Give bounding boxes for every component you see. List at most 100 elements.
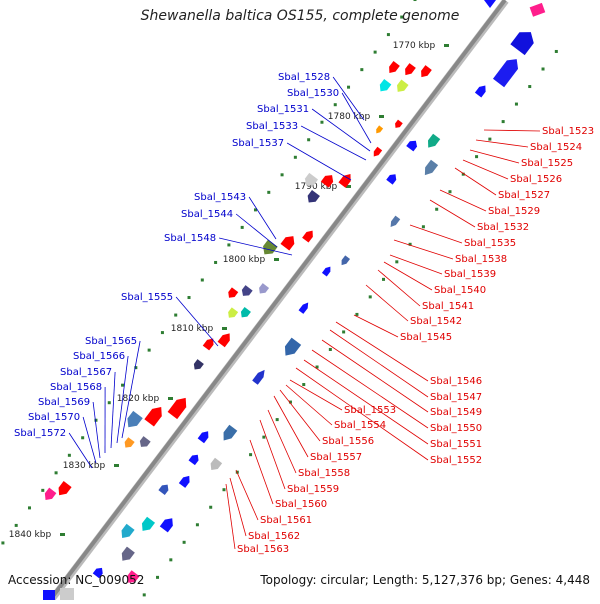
forward-gene-label: Sbal_1568 bbox=[50, 382, 102, 393]
reverse-gene-label: Sbal_1542 bbox=[410, 316, 462, 327]
forward-gene-leader bbox=[111, 372, 115, 448]
reverse-gene bbox=[302, 228, 316, 242]
forward-gene-shape bbox=[493, 55, 522, 87]
reverse-gene-label: Sbal_1538 bbox=[455, 254, 507, 265]
tick-label: 1800 kbp bbox=[223, 255, 266, 265]
tick-dot-reverse bbox=[41, 489, 44, 492]
reverse-gene-leader bbox=[336, 322, 428, 381]
forward-gene-shape bbox=[425, 134, 441, 151]
reverse-gene-shape bbox=[394, 80, 408, 95]
forward-gene bbox=[510, 27, 538, 55]
reverse-gene-leader bbox=[354, 315, 398, 337]
reverse-gene-shape bbox=[226, 287, 238, 300]
reverse-gene-shape bbox=[418, 65, 432, 79]
reverse-gene bbox=[55, 481, 71, 498]
tick-dot-forward bbox=[209, 506, 212, 509]
tick-dot-reverse bbox=[55, 471, 58, 474]
reverse-gene-label: Sbal_1560 bbox=[275, 499, 327, 510]
reverse-gene-leader bbox=[322, 340, 428, 412]
forward-gene-shape bbox=[299, 301, 311, 314]
tick-dot-reverse bbox=[320, 121, 323, 124]
forward-gene bbox=[493, 55, 522, 87]
forward-gene-shape bbox=[406, 138, 419, 151]
tick-dot-forward bbox=[542, 68, 545, 71]
tick-dot-forward bbox=[276, 418, 279, 421]
forward-gene-label: Sbal_1566 bbox=[73, 351, 125, 362]
reverse-gene-label: Sbal_1525 bbox=[521, 158, 573, 169]
tick-dot-forward bbox=[382, 278, 385, 281]
tick-dot-forward bbox=[183, 541, 186, 544]
forward-gene-label: Sbal_1567 bbox=[60, 367, 112, 378]
forward-gene-shape bbox=[118, 524, 134, 541]
reverse-gene bbox=[226, 287, 238, 300]
tick-dot-reverse bbox=[148, 349, 151, 352]
reverse-gene bbox=[226, 307, 238, 320]
forward-gene-label: Sbal_1544 bbox=[181, 209, 233, 220]
tick-dot-forward bbox=[342, 330, 345, 333]
gene-box-bottom-2 bbox=[60, 588, 74, 600]
reverse-gene-label: Sbal_1540 bbox=[434, 285, 486, 296]
forward-gene bbox=[208, 458, 222, 473]
tick-dot-forward bbox=[369, 295, 372, 298]
reverse-gene-leader bbox=[304, 360, 428, 444]
tick-mark bbox=[379, 115, 384, 118]
reverse-gene-shape bbox=[281, 233, 298, 251]
reverse-gene bbox=[218, 331, 234, 348]
reverse-gene-shape bbox=[305, 190, 320, 206]
forward-gene bbox=[475, 83, 489, 97]
reverse-gene-label: Sbal_1563 bbox=[237, 544, 289, 555]
tick-dot-forward bbox=[422, 225, 425, 228]
tick-label: 1830 kbp bbox=[63, 461, 106, 471]
reverse-gene bbox=[281, 233, 298, 251]
forward-gene bbox=[281, 338, 301, 360]
forward-gene-shape bbox=[322, 265, 333, 277]
tick-mark bbox=[168, 397, 173, 400]
tick-mark bbox=[274, 258, 279, 261]
reverse-gene-shape bbox=[144, 403, 166, 426]
reverse-gene-leader bbox=[440, 190, 486, 211]
reverse-gene-label: Sbal_1532 bbox=[477, 222, 529, 233]
reverse-gene-label: Sbal_1562 bbox=[248, 531, 300, 542]
reverse-gene-leader bbox=[463, 160, 508, 179]
reverse-gene bbox=[239, 307, 251, 320]
forward-gene-shape bbox=[198, 429, 212, 443]
forward-gene bbox=[388, 216, 400, 229]
tick-dot-forward bbox=[222, 488, 225, 491]
forward-gene-shape bbox=[339, 255, 350, 267]
reverse-gene-shape bbox=[239, 307, 251, 320]
tick-dot-forward bbox=[143, 593, 146, 596]
reverse-gene bbox=[394, 80, 408, 95]
tick-dot-reverse bbox=[201, 278, 204, 281]
tick-dot-reverse bbox=[267, 191, 270, 194]
reverse-gene-shape bbox=[374, 125, 383, 134]
forward-gene-label: Sbal_1555 bbox=[121, 292, 173, 303]
tick-dot-reverse bbox=[174, 314, 177, 317]
tick-mark bbox=[114, 464, 119, 467]
tick-label: 1770 kbp bbox=[393, 41, 436, 51]
forward-gene-label: Sbal_1569 bbox=[38, 397, 90, 408]
tick-dot-forward bbox=[249, 453, 252, 456]
reverse-gene-leader bbox=[384, 262, 432, 290]
forward-gene bbox=[139, 517, 155, 534]
forward-gene-leader bbox=[176, 297, 218, 346]
reverse-gene-label: Sbal_1524 bbox=[530, 142, 582, 153]
reverse-gene-shape bbox=[122, 437, 134, 450]
reverse-gene-label: Sbal_1551 bbox=[430, 439, 482, 450]
forward-gene-label: Sbal_1537 bbox=[232, 138, 284, 149]
tick-dot-forward bbox=[196, 523, 199, 526]
reverse-gene-label: Sbal_1554 bbox=[334, 420, 386, 431]
tick-dot-reverse bbox=[68, 454, 71, 457]
reverse-gene-label: Sbal_1539 bbox=[444, 269, 496, 280]
reverse-gene-shape bbox=[55, 481, 71, 498]
forward-gene-shape bbox=[179, 474, 193, 488]
tick-dot-forward bbox=[435, 208, 438, 211]
genome-backbone bbox=[50, 0, 505, 600]
tick-dot-forward bbox=[169, 558, 172, 561]
tick-label: 1810 kbp bbox=[171, 324, 214, 334]
reverse-gene-leader bbox=[268, 410, 296, 473]
reverse-gene-shape bbox=[302, 228, 316, 242]
tick-dot-reverse bbox=[387, 33, 390, 36]
tick-dot-reverse bbox=[281, 173, 284, 176]
forward-gene bbox=[425, 134, 441, 151]
